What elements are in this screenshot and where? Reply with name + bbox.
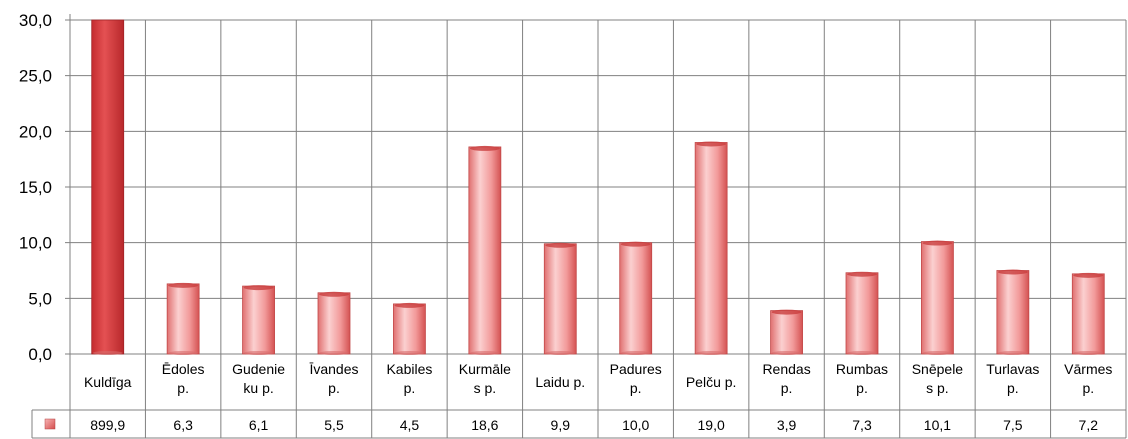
y-tick-label: 0,0: [28, 345, 52, 364]
data-label: 3,9: [777, 417, 797, 433]
bar-top: [696, 141, 727, 147]
data-label: 10,1: [924, 417, 951, 433]
y-tick-label: 15,0: [19, 178, 52, 197]
bar: [393, 303, 426, 355]
bar: [468, 146, 502, 355]
x-tick-label: Turlavas p.: [986, 361, 1039, 396]
data-label: 7,5: [1003, 417, 1023, 433]
bar-base: [168, 351, 199, 355]
data-label: 7,2: [1079, 417, 1099, 433]
bar: [845, 272, 879, 355]
bar-group: [921, 240, 954, 355]
bar-group: [543, 242, 577, 355]
bar-top: [319, 291, 349, 297]
bar-group: [242, 285, 275, 355]
x-tick-label: Kuldīga: [84, 374, 132, 390]
bar: [996, 270, 1030, 355]
bar: [91, 19, 125, 355]
x-tick-label: Padures p.: [610, 361, 662, 396]
bars: [91, 19, 1105, 355]
bar: [694, 142, 728, 355]
bar-base: [394, 351, 425, 355]
bar-top: [771, 309, 802, 315]
bar-group: [619, 241, 653, 355]
bar: [770, 310, 803, 355]
x-tick-label: Kabiles p.: [386, 361, 432, 396]
legend-key: [44, 418, 56, 430]
bar-base: [620, 351, 651, 355]
bar-group: [166, 282, 200, 355]
bar-top: [1073, 272, 1104, 278]
data-label: 899,9: [90, 417, 125, 433]
bar-group: [845, 271, 879, 355]
axis-labels: 0,0 5,0 10,0 15,0 20,0 25,0 30,0 Kuldīga 899,9 Ēd…: [19, 11, 1112, 433]
data-label: 5,5: [324, 417, 344, 433]
bar: [543, 243, 577, 355]
bar-group: [996, 269, 1030, 355]
bar-base: [696, 351, 727, 355]
bar-base: [319, 351, 349, 355]
data-label: 7,3: [852, 417, 872, 433]
bar-base: [469, 351, 500, 355]
data-label: 6,1: [249, 417, 269, 433]
bar-group: [317, 291, 351, 355]
bar-base: [847, 351, 877, 355]
x-tick-label: Vārmes p.: [1064, 361, 1112, 396]
bar-top: [922, 240, 953, 246]
bar-base: [545, 351, 576, 355]
bar: [166, 283, 200, 355]
bar-top: [997, 269, 1028, 275]
data-label: 9,9: [551, 417, 571, 433]
y-tick-label: 5,0: [28, 289, 52, 308]
bar-group: [91, 19, 125, 355]
bar: [1071, 273, 1105, 355]
bar-top: [545, 242, 576, 248]
bar-base: [922, 351, 953, 355]
x-tick-label: Rumbas p.: [836, 361, 888, 396]
bar-base: [243, 351, 274, 355]
x-tick-label: Gudenie ku p.: [232, 361, 285, 396]
data-label: 19,0: [698, 417, 725, 433]
x-tick-label: Rendas p.: [762, 361, 810, 396]
bar-base: [1073, 351, 1104, 355]
x-tick-label: Pelču p.: [686, 374, 737, 390]
y-tick-label: 10,0: [19, 234, 52, 253]
bar-top: [620, 241, 651, 247]
x-tick-label: Ēdoles p.: [162, 361, 205, 396]
bar-group: [770, 309, 803, 355]
bar-top: [243, 285, 274, 291]
bar-top: [394, 302, 425, 308]
x-tick-label: Snēpele s p.: [912, 361, 964, 396]
bar-top: [469, 145, 500, 151]
x-tick-label: Laidu p.: [535, 374, 585, 390]
bar: [921, 241, 954, 355]
data-label: 18,6: [471, 417, 498, 433]
bar-top: [168, 282, 199, 288]
bar-group: [694, 141, 728, 355]
bar-base: [997, 351, 1028, 355]
x-tick-label: Kurmāle s p.: [459, 361, 511, 396]
data-label: 6,3: [173, 417, 193, 433]
bar-base: [92, 351, 123, 355]
grid: [65, 14, 1127, 438]
bar: [317, 292, 351, 355]
y-tick-label: 25,0: [19, 67, 52, 86]
bar: [242, 285, 275, 355]
y-tick-label: 20,0: [19, 122, 52, 141]
data-label: 4,5: [400, 417, 420, 433]
y-tick-label: 30,0: [19, 11, 52, 30]
x-tick-label: Īvandes p.: [309, 361, 358, 396]
bar-group: [468, 145, 502, 355]
data-label: 10,0: [622, 417, 649, 433]
bar: [619, 242, 653, 355]
bar-group: [393, 302, 426, 355]
data-table: [31, 409, 1126, 439]
bar-group: [1071, 272, 1105, 355]
bar-top: [847, 271, 877, 277]
bar-base: [771, 351, 802, 355]
